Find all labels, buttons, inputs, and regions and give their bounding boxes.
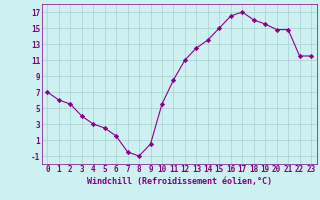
X-axis label: Windchill (Refroidissement éolien,°C): Windchill (Refroidissement éolien,°C) [87,177,272,186]
